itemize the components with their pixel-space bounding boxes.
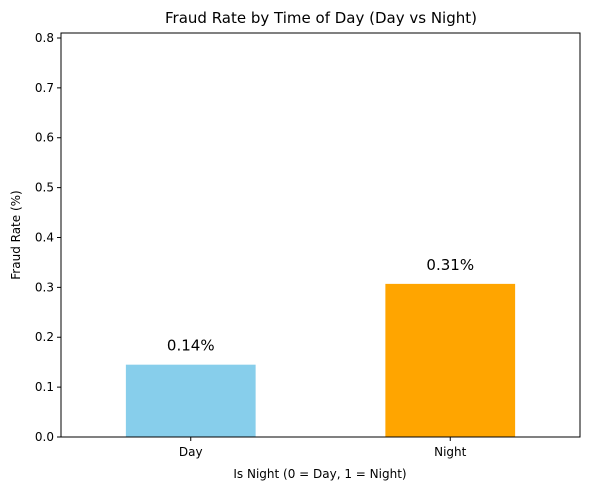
y-axis-label: Fraud Rate (%) bbox=[9, 190, 23, 279]
y-tick-label: 0.2 bbox=[35, 330, 54, 344]
x-axis-label: Is Night (0 = Day, 1 = Night) bbox=[233, 467, 406, 481]
y-tick-label: 0.3 bbox=[35, 280, 54, 294]
bars-group bbox=[125, 283, 516, 437]
y-tick-label: 0.4 bbox=[35, 230, 54, 244]
data-labels-group: 0.14% 0.31% bbox=[167, 256, 474, 355]
data-label-night: 0.31% bbox=[426, 256, 474, 274]
bar-night bbox=[385, 283, 516, 437]
x-axis: Day Night bbox=[179, 437, 467, 459]
y-axis: 0.0 0.1 0.2 0.3 0.4 0.5 0.6 0.7 0.8 bbox=[35, 31, 61, 444]
y-tick-label: 0.7 bbox=[35, 81, 54, 95]
chart-title: Fraud Rate by Time of Day (Day vs Night) bbox=[165, 9, 477, 27]
y-tick-label: 0.5 bbox=[35, 181, 54, 195]
plot-frame bbox=[60, 32, 581, 438]
x-tick-label-night: Night bbox=[434, 445, 467, 459]
data-label-day: 0.14% bbox=[167, 337, 215, 355]
y-tick-label: 0.8 bbox=[35, 31, 54, 45]
y-tick-label: 0.6 bbox=[35, 131, 54, 145]
bar-day bbox=[125, 364, 256, 437]
x-tick-label-day: Day bbox=[179, 445, 203, 459]
y-tick-label: 0.1 bbox=[35, 380, 54, 394]
y-tick-label: 0.0 bbox=[35, 430, 54, 444]
